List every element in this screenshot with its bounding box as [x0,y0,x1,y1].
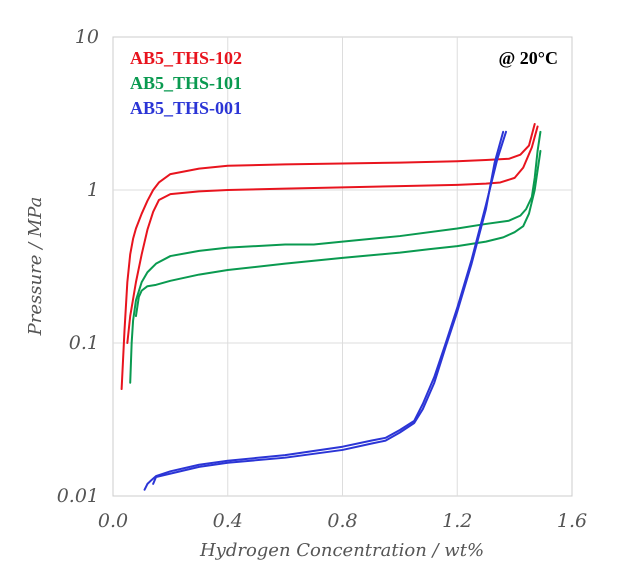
x-tick-label: 0.8 [327,510,357,532]
series-line-ab5-ths-102-desorption [126,125,539,344]
series-line-ab5-ths-001-desorption [152,130,505,485]
x-axis-title: Hydrogen Concentration / wt% [199,540,484,561]
series-line-ab5-ths-101-desorption [134,149,542,318]
y-tick-label: 1 [87,179,99,201]
x-tick-label: 0.4 [213,510,243,532]
legend: AB5_THS-102 AB5_THS-101 AB5_THS-001 [130,48,242,118]
y-tick-label: 10 [75,26,99,48]
x-tick-label: 0.0 [98,510,128,532]
y-tick-label: 0.1 [69,332,99,354]
tick-labels: 0.0 0.4 0.8 1.2 1.6 0.01 0.1 1 10 [57,26,587,532]
x-tick-label: 1.2 [442,510,472,532]
y-tick-label: 0.01 [57,485,99,507]
legend-entry-ab5-ths-001: AB5_THS-001 [130,98,242,118]
grid [113,37,572,496]
legend-entry-ab5-ths-102: AB5_THS-102 [130,48,242,68]
series-layer [120,123,542,491]
legend-entry-ab5-ths-101: AB5_THS-101 [130,73,242,93]
y-axis-title: Pressure / MPa [25,197,46,337]
temperature-annotation: @ 20°C [499,48,558,68]
series-line-ab5-ths-001-absorption [143,130,508,491]
series-line-ab5-ths-101-absorption [129,130,542,384]
x-tick-label: 1.6 [557,510,587,532]
